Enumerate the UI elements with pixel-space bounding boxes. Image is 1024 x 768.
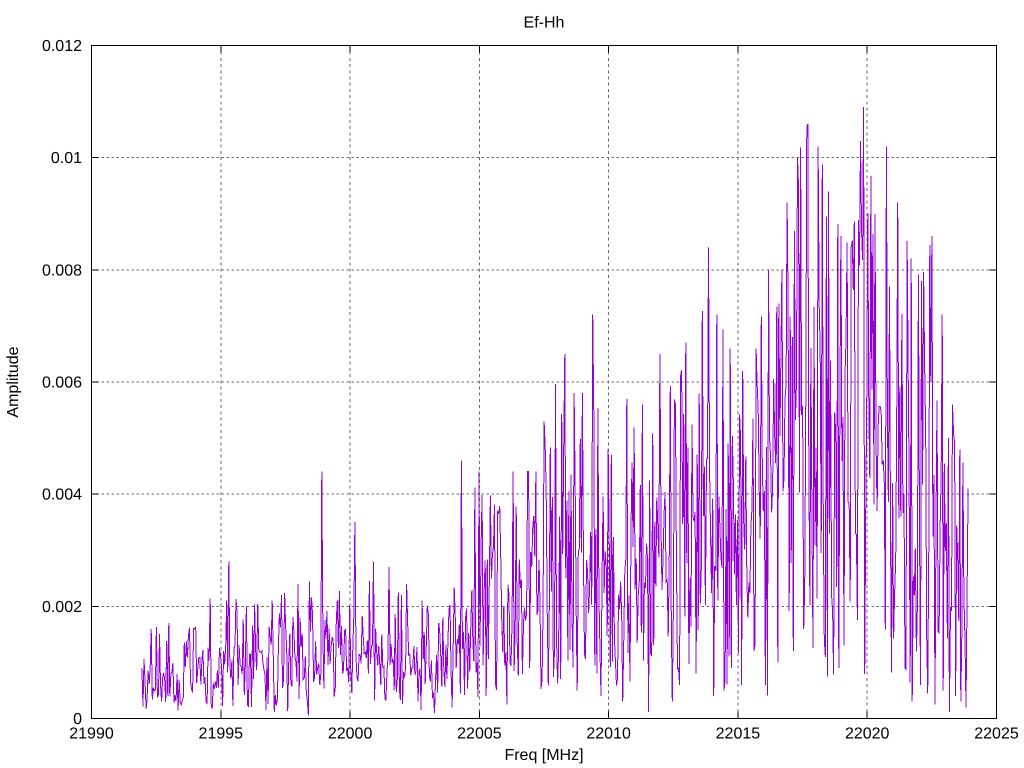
svg-text:22010: 22010 <box>586 726 631 743</box>
svg-text:Ef-Hh: Ef-Hh <box>524 15 565 32</box>
svg-text:22015: 22015 <box>716 726 761 743</box>
svg-text:21990: 21990 <box>69 726 114 743</box>
svg-text:0.006: 0.006 <box>42 375 82 392</box>
svg-text:22020: 22020 <box>845 726 890 743</box>
svg-text:Freq [MHz]: Freq [MHz] <box>504 747 583 764</box>
svg-text:0.002: 0.002 <box>42 599 82 616</box>
svg-text:21995: 21995 <box>199 726 244 743</box>
svg-text:22000: 22000 <box>328 726 373 743</box>
svg-text:Amplitude: Amplitude <box>5 346 22 417</box>
svg-text:22025: 22025 <box>974 726 1019 743</box>
svg-text:0.01: 0.01 <box>51 150 82 167</box>
svg-text:22005: 22005 <box>457 726 502 743</box>
svg-text:0.008: 0.008 <box>42 262 82 279</box>
svg-text:0.012: 0.012 <box>42 38 82 55</box>
svg-text:0: 0 <box>73 711 82 728</box>
svg-text:0.004: 0.004 <box>42 487 82 504</box>
